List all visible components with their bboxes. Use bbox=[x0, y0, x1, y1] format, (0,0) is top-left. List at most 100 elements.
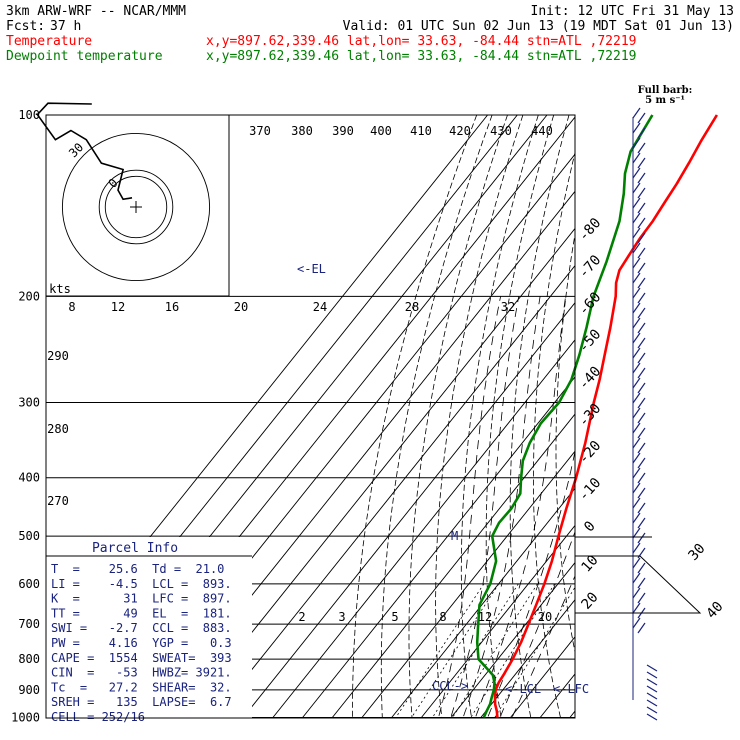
dry-adiabat-line bbox=[640, 115, 715, 730]
parcel-info-title: Parcel Info bbox=[92, 541, 178, 556]
wind-barb bbox=[632, 362, 641, 374]
forecast-hour: 37 h bbox=[50, 19, 81, 34]
wind-barb bbox=[632, 227, 641, 239]
mixing-ratio-labels: 2 3 5 8 12 20 bbox=[298, 610, 552, 624]
isotherm-label: -80 bbox=[576, 215, 605, 245]
hodograph-frame bbox=[45, 114, 230, 297]
wind-barb bbox=[632, 137, 641, 149]
theta-label: 440 bbox=[531, 124, 553, 138]
parcel-info-row: SREH = 135 LAPSE= 6.7 bbox=[51, 695, 232, 709]
moist-adiabat-line bbox=[474, 296, 566, 718]
wind-barb bbox=[632, 482, 641, 494]
temperature-location: x,y=897.62,339.46 lat,lon= 33.63, -84.44… bbox=[206, 34, 636, 49]
temperature-legend: Temperature bbox=[6, 34, 92, 49]
dry-adiabat-line bbox=[509, 115, 570, 718]
isotherm-label: -60 bbox=[576, 289, 605, 319]
isotherm-line bbox=[212, 264, 575, 718]
parcel-info-background bbox=[46, 537, 252, 718]
mixing-ratio-label: 2 bbox=[298, 610, 305, 624]
theta-label: 370 bbox=[249, 124, 271, 138]
dry-adiabat-line bbox=[659, 115, 740, 730]
wind-barb bbox=[632, 182, 641, 194]
wind-barb bbox=[632, 557, 641, 569]
wind-barb bbox=[646, 664, 658, 672]
parcel-info-row: CELL = 252/16 bbox=[51, 710, 145, 724]
dry-adiabat-line bbox=[408, 115, 508, 718]
isotherm-label: 20 bbox=[578, 589, 601, 612]
isotherm-label: -40 bbox=[576, 364, 605, 394]
theta-label: 430 bbox=[490, 124, 512, 138]
mixing-ratio-label: 12 bbox=[478, 610, 492, 624]
moist-adiabat-label: 24 bbox=[313, 300, 327, 314]
pressure-tick-label: 1000 bbox=[11, 711, 40, 725]
hodograph-trace bbox=[36, 102, 133, 201]
isotherm-label: -10 bbox=[576, 475, 605, 505]
wind-barb bbox=[632, 302, 641, 314]
model-title: 3km ARW-WRF -- NCAR/MMM bbox=[6, 4, 186, 19]
wind-barb bbox=[637, 142, 646, 154]
parcel-info-row: Tc = 27.2 SHEAR= 32. bbox=[51, 680, 232, 694]
wind-barb bbox=[637, 187, 646, 199]
wind-barb bbox=[637, 352, 646, 364]
theta-label: 380 bbox=[291, 124, 313, 138]
wind-barb bbox=[637, 202, 646, 214]
pressure-tick-label: 900 bbox=[18, 683, 40, 697]
parcel-info-row: T = 25.6 Td = 21.0 bbox=[51, 562, 224, 576]
parcel-info-row: CAPE = 1554 SWEAT= 393 bbox=[51, 651, 232, 665]
theta-left-label: 290 bbox=[47, 349, 69, 363]
dewpoint-location: x,y=897.62,339.46 lat,lon= 33.63, -84.44… bbox=[206, 49, 636, 64]
pressure-tick-label: 300 bbox=[18, 395, 40, 409]
isotherm-line bbox=[361, 450, 575, 718]
wind-barb bbox=[637, 577, 646, 589]
mixed-layer-marker: M bbox=[451, 529, 458, 543]
wind-barb bbox=[637, 322, 646, 334]
moist-adiabat-label: 12 bbox=[111, 300, 125, 314]
wind-barb bbox=[646, 706, 658, 714]
wind-barb bbox=[632, 332, 641, 344]
isotherm-line bbox=[272, 339, 575, 718]
wind-barb bbox=[632, 467, 641, 479]
wind-barb bbox=[646, 678, 658, 686]
barb-note-line2: 5 m s⁻¹ bbox=[645, 95, 685, 106]
wind-barb bbox=[632, 572, 641, 584]
wind-barb bbox=[632, 512, 641, 524]
wind-barb bbox=[632, 272, 641, 284]
wind-barb bbox=[637, 337, 646, 349]
isotherm-line bbox=[390, 487, 575, 718]
wind-barb bbox=[646, 671, 658, 679]
hodograph-ring bbox=[98, 169, 174, 245]
isotherm-line bbox=[331, 413, 575, 718]
mixing-ratio-label: 3 bbox=[338, 610, 345, 624]
sounding-curves: <-EL CCL-> <-LCL <-LFC M bbox=[297, 114, 719, 719]
wind-barb bbox=[637, 232, 646, 244]
parcel-info-row: SWI = -2.7 CCL = 883. bbox=[51, 621, 232, 635]
moist-adiabat-label: 8 bbox=[68, 300, 75, 314]
wind-barb bbox=[637, 217, 646, 229]
wind-barb bbox=[637, 622, 646, 634]
wind-barb bbox=[632, 287, 641, 299]
wind-barb bbox=[637, 382, 646, 394]
wind-barb bbox=[637, 532, 646, 544]
mixing-ratio-label: 5 bbox=[391, 610, 398, 624]
el-annotation: <-EL bbox=[297, 262, 326, 276]
wind-barb bbox=[646, 699, 658, 707]
wind-barb bbox=[637, 262, 646, 274]
wind-barb bbox=[632, 317, 641, 329]
wind-barb bbox=[632, 587, 641, 599]
dry-adiabat-line bbox=[435, 115, 524, 718]
wind-barb bbox=[637, 517, 646, 529]
isotherm-line bbox=[599, 115, 740, 718]
moist-adiabat-line bbox=[462, 296, 541, 718]
wind-barb bbox=[637, 412, 646, 424]
legend-guide-shape bbox=[575, 555, 702, 614]
parcel-info-row: K = 31 LFC = 897. bbox=[51, 592, 232, 606]
wind-barb bbox=[632, 212, 641, 224]
isotherm-line bbox=[509, 636, 575, 718]
dry-adiabat-line bbox=[715, 115, 740, 730]
mixing-ratio-label: 20 bbox=[538, 610, 552, 624]
isotherm-line bbox=[539, 673, 575, 718]
dewpoint-legend: Dewpoint temperature bbox=[6, 49, 163, 64]
wind-barb bbox=[632, 602, 641, 614]
pressure-tick-label: 100 bbox=[18, 108, 40, 122]
